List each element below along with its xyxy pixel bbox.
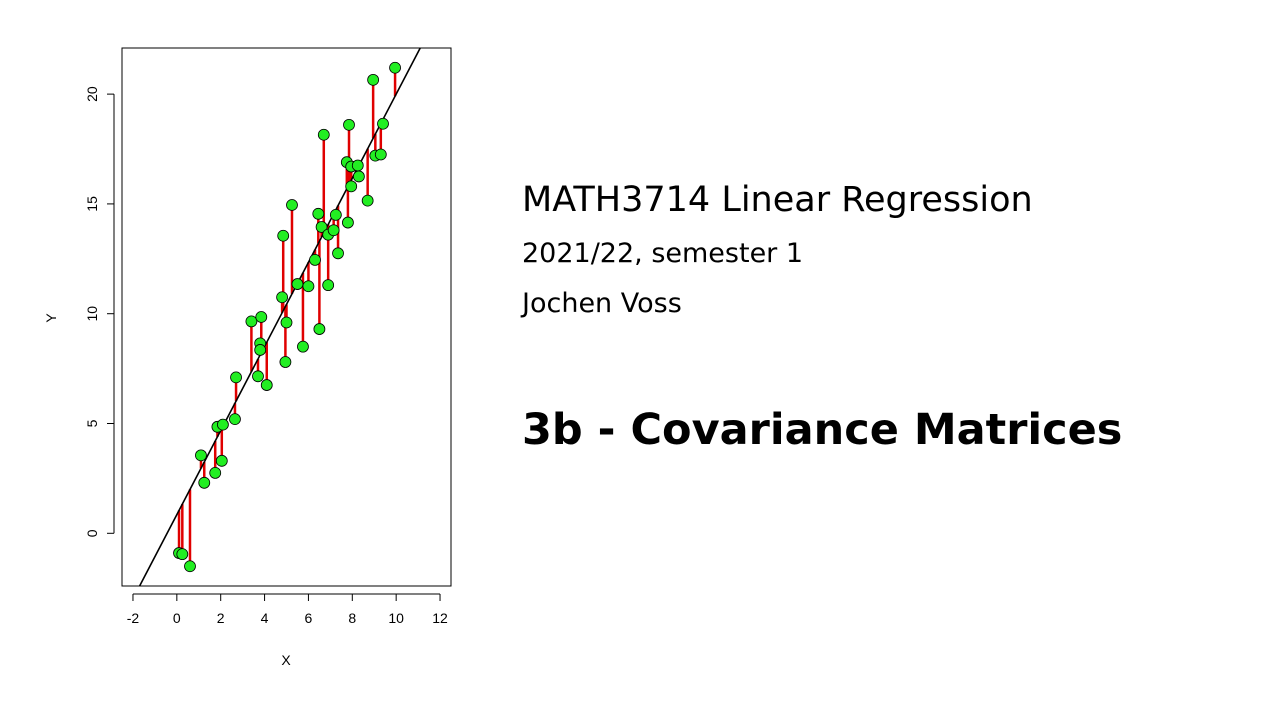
data-point-19 [277, 229, 290, 242]
data-point-6 [209, 467, 222, 479]
y-tick-label: 0 [84, 529, 100, 537]
data-point-41 [351, 159, 364, 172]
regression-line [138, 48, 422, 586]
data-point-34 [329, 208, 342, 221]
y-tick-label: 10 [84, 306, 100, 322]
data-point-48 [389, 61, 401, 74]
y-tick-label: 20 [84, 86, 100, 102]
data-point-15 [254, 344, 267, 356]
x-tick-label: 0 [173, 610, 181, 626]
data-point-37 [342, 216, 354, 229]
data-point-22 [286, 199, 298, 211]
y-tick-label: 5 [84, 419, 100, 427]
data-point-27 [312, 207, 325, 220]
x-tick-label: 10 [388, 610, 404, 626]
data-point-11 [230, 371, 242, 384]
data-point-3 [184, 560, 196, 573]
data-point-35 [332, 247, 344, 260]
data-point-43 [361, 194, 374, 207]
data-point-46 [374, 148, 387, 161]
data-point-10 [229, 413, 241, 426]
data-point-28 [313, 323, 326, 335]
lecture-title: 3b - Covariance Matrices [522, 405, 1123, 455]
x-axis-label: X [281, 652, 291, 668]
data-point-44 [367, 73, 380, 86]
x-tick-label: 8 [348, 610, 356, 626]
data-point-38 [343, 118, 355, 131]
x-tick-label: -2 [127, 610, 140, 626]
data-point-4 [195, 449, 207, 462]
semester-label: 2021/22, semester 1 [522, 238, 804, 269]
x-tick-label: 6 [305, 610, 313, 626]
data-point-42 [352, 170, 365, 183]
data-point-5 [198, 476, 211, 489]
data-point-21 [280, 316, 293, 329]
plot-frame [121, 47, 452, 587]
x-tick-label: 4 [261, 610, 269, 626]
x-tick-label: 2 [217, 610, 225, 626]
data-point-9 [216, 418, 229, 431]
data-point-33 [327, 224, 340, 237]
data-point-25 [302, 280, 315, 293]
data-point-8 [215, 454, 228, 467]
y-axis-label: Y [43, 313, 59, 323]
data-point-29 [315, 221, 328, 233]
data-point-26 [309, 254, 321, 266]
data-point-47 [377, 117, 389, 130]
data-point-12 [245, 315, 258, 328]
author-name: Jochen Voss [522, 288, 682, 319]
data-point-32 [322, 279, 335, 292]
data-point-20 [279, 356, 292, 368]
data-point-24 [297, 340, 309, 353]
scatter-plot: -2 0 2 4 6 8 10 12 0 5 10 15 20 X Y [43, 47, 452, 668]
data-point-30 [317, 128, 330, 141]
data-point-17 [260, 379, 273, 391]
data-point-23 [291, 278, 304, 290]
course-title: MATH3714 Linear Regression [522, 180, 1033, 220]
data-point-2 [176, 548, 189, 561]
data-point-18 [276, 291, 289, 304]
y-tick-label: 15 [84, 196, 100, 212]
data-point-40 [345, 180, 358, 193]
data-point-16 [255, 311, 268, 323]
data-point-13 [252, 370, 264, 383]
x-tick-label: 12 [432, 610, 448, 626]
